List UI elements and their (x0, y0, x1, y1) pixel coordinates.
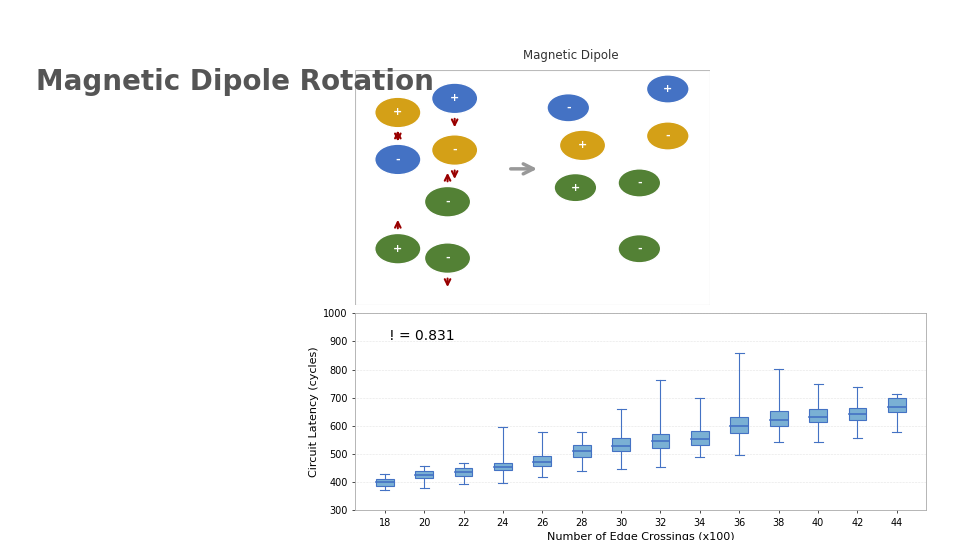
Text: -: - (396, 154, 400, 165)
Text: +: + (663, 84, 672, 94)
Circle shape (424, 243, 470, 273)
Bar (573, 445, 590, 457)
Circle shape (547, 94, 589, 122)
Circle shape (374, 144, 420, 175)
Text: -: - (566, 103, 570, 113)
Circle shape (374, 97, 420, 128)
Circle shape (646, 75, 689, 103)
Text: -: - (637, 244, 641, 254)
Text: +: + (394, 244, 402, 254)
Bar (612, 438, 630, 451)
Bar (416, 471, 433, 478)
Bar (731, 417, 748, 434)
Circle shape (646, 122, 689, 150)
Bar (534, 456, 551, 466)
Text: ! = 0.831: ! = 0.831 (390, 329, 455, 343)
Circle shape (374, 233, 420, 264)
Text: FORCE-DIRECTED ANNEALING: FORCE-DIRECTED ANNEALING (616, 8, 824, 22)
Text: Magnetic Dipole Rotation: Magnetic Dipole Rotation (36, 68, 434, 96)
Bar (652, 434, 669, 448)
Text: +: + (394, 107, 402, 118)
Bar (691, 431, 708, 445)
Text: -: - (445, 253, 450, 263)
Bar (888, 398, 905, 413)
Bar (455, 468, 472, 476)
Bar (809, 409, 827, 422)
Circle shape (432, 83, 478, 113)
Text: +: + (450, 93, 459, 103)
Bar (849, 408, 866, 420)
Text: -: - (637, 178, 641, 188)
Bar (376, 479, 394, 485)
Circle shape (432, 135, 478, 165)
Text: -: - (452, 145, 457, 155)
Circle shape (618, 169, 660, 197)
Y-axis label: Circuit Latency (cycles): Circuit Latency (cycles) (309, 347, 319, 477)
Bar (494, 463, 512, 470)
Text: -: - (665, 131, 670, 141)
Circle shape (554, 173, 597, 202)
Text: -: - (445, 197, 450, 207)
Bar (770, 411, 787, 427)
Text: +: + (571, 183, 580, 193)
Circle shape (560, 130, 606, 160)
Text: +: + (578, 140, 588, 150)
Circle shape (424, 186, 470, 217)
Circle shape (618, 234, 660, 263)
X-axis label: Number of Edge Crossings (x100): Number of Edge Crossings (x100) (547, 532, 734, 540)
Text: Magnetic Dipole: Magnetic Dipole (523, 49, 619, 62)
